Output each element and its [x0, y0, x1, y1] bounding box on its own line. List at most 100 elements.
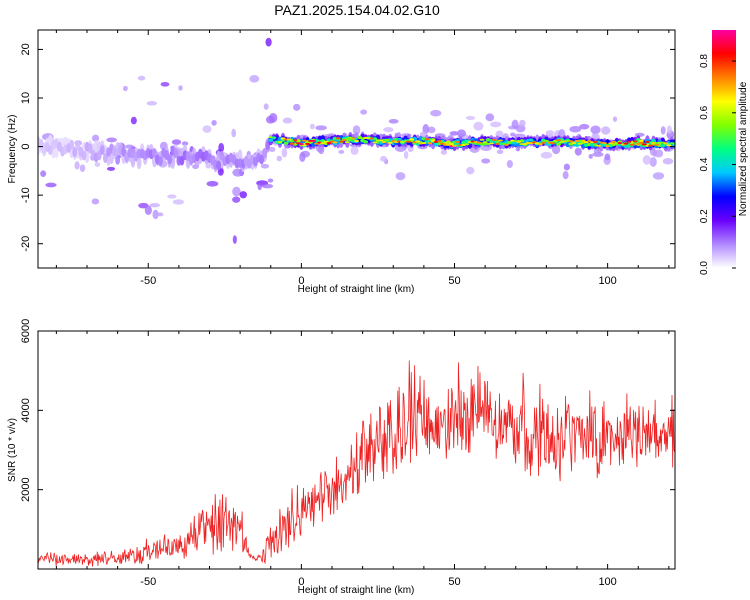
spectral-ridge-cell — [72, 147, 78, 158]
spectral-ridge-cell — [507, 141, 513, 144]
spectral-blob — [282, 117, 293, 124]
snr-x-tick-label: 100 — [598, 576, 616, 588]
snr-y-tick-label: 6000 — [20, 319, 32, 343]
spectral-blob — [94, 162, 101, 167]
snr-series — [38, 360, 675, 567]
spectrogram-x-tick-label: 100 — [598, 275, 616, 287]
spectral-ridge-cell — [528, 138, 534, 142]
spectral-blob — [171, 139, 182, 145]
spectral-blob — [430, 109, 442, 117]
colorbar-label: Normalized spectral amplitude — [738, 81, 749, 216]
spectral-blob — [172, 199, 185, 205]
spectral-ridge-cell — [332, 141, 338, 144]
spectral-ridge-cell — [577, 142, 583, 145]
spectral-ridge-cell — [69, 139, 75, 150]
spectral-ridge-cell — [504, 143, 509, 146]
spectral-ridge-cell — [384, 138, 390, 141]
spectral-blob — [574, 147, 582, 156]
spectral-ridge-cell — [372, 141, 378, 144]
spectral-ridge-cell — [311, 139, 317, 142]
spectral-ridge-cell — [623, 142, 629, 145]
spectral-blob — [149, 203, 161, 208]
spectral-ridge-cell — [151, 147, 157, 158]
spectral-ridge-cell — [421, 142, 427, 145]
spectral-blob — [123, 85, 128, 92]
spectral-blob — [91, 198, 100, 205]
spectral-ridge-cell — [543, 139, 549, 142]
spectral-ridge-cell — [158, 156, 163, 166]
spectral-blob — [551, 144, 561, 155]
spectral-blob — [485, 113, 495, 122]
spectral-blob — [152, 209, 159, 220]
snr-x-axis-label: Height of straight line (km) — [298, 585, 415, 596]
spectral-ridge-cell — [556, 139, 562, 142]
spectral-blob — [352, 125, 361, 135]
colorbar-tick-label: 0.6 — [699, 105, 710, 119]
spectral-blob — [588, 153, 593, 159]
spectral-ridge-cell — [335, 137, 341, 140]
spectral-ridge-cell — [87, 143, 93, 154]
spectrogram-x-tick-label: -50 — [140, 275, 156, 287]
spectral-blob — [124, 144, 134, 149]
spectral-ridge-cell — [351, 137, 356, 140]
spectral-ridge-cell — [574, 140, 580, 143]
spectral-ridge-cell — [323, 140, 329, 143]
spectral-blob — [662, 157, 674, 165]
spectral-blob — [667, 125, 672, 135]
spectral-ridge-cell — [498, 139, 503, 142]
spectral-ridge-cell — [632, 140, 638, 143]
spectral-blob — [146, 101, 158, 106]
spectral-ridge-cell — [268, 138, 274, 143]
snr-x-tick-label: -50 — [140, 576, 156, 588]
spectral-ridge-cell — [445, 143, 451, 146]
spectrogram-heatmap — [38, 37, 675, 244]
spectral-ridge-cell — [326, 141, 332, 144]
spectral-ridge-cell — [648, 144, 653, 147]
spectral-blob — [496, 149, 504, 155]
spectrogram-y-tick-label: 0 — [20, 144, 32, 150]
spectral-blob — [267, 178, 274, 183]
spectral-ridge-cell — [369, 137, 375, 140]
spectral-ridge-cell — [452, 144, 457, 147]
spectral-blob — [218, 142, 225, 153]
spectral-ridge-cell — [271, 136, 277, 139]
spectral-ridge-cell — [488, 142, 494, 145]
spectral-ridge-cell — [427, 142, 433, 145]
spectral-blob — [350, 146, 359, 155]
spectral-ridge-cell — [571, 141, 577, 144]
snr-panel: -50 0 50 100 2000 4000 6000 Height of straight… — [7, 319, 676, 596]
spectral-blob — [427, 126, 436, 134]
spectral-ridge-cell — [596, 144, 601, 147]
colorbar-tick-label: 0.2 — [699, 209, 710, 223]
spectral-ridge-cell — [666, 144, 672, 147]
colorbar-scale — [712, 30, 736, 268]
spectral-blob — [40, 170, 47, 177]
spectral-blob — [310, 123, 315, 130]
spectrogram-panel: -50 0 50 100 -20 -10 0 10 20 Height of straight … — [7, 29, 676, 295]
spectral-ridge-cell — [396, 137, 402, 142]
spectral-blob — [257, 183, 262, 191]
spectral-blob — [79, 164, 86, 173]
snr-y-axis-label: SNR (10 * v/v) — [7, 418, 18, 482]
spectral-blob — [519, 119, 526, 127]
spectral-blob — [91, 134, 100, 142]
spectral-blob — [612, 116, 618, 122]
colorbar-tick-label: 0.0 — [699, 261, 710, 275]
spectral-ridge-cell — [663, 142, 669, 145]
spectral-ridge-cell — [482, 141, 488, 144]
spectral-ridge-cell — [635, 142, 641, 145]
spectral-ridge-cell — [638, 141, 644, 144]
spectral-ridge-cell — [262, 148, 268, 158]
spectral-ridge-cell — [280, 137, 286, 140]
spectral-blob — [660, 126, 666, 135]
spectral-blob — [654, 149, 664, 158]
spectral-ridge-cell — [651, 141, 656, 144]
spectral-ridge-cell — [84, 148, 90, 164]
spectral-ridge-cell — [580, 139, 586, 142]
spectral-ridge-cell — [277, 141, 283, 144]
spectral-blob — [457, 129, 466, 138]
spectral-blob — [649, 157, 657, 167]
spectral-blob — [157, 212, 164, 217]
spectral-ridge-cell — [102, 153, 108, 163]
spectral-ridge-cell — [476, 141, 482, 144]
